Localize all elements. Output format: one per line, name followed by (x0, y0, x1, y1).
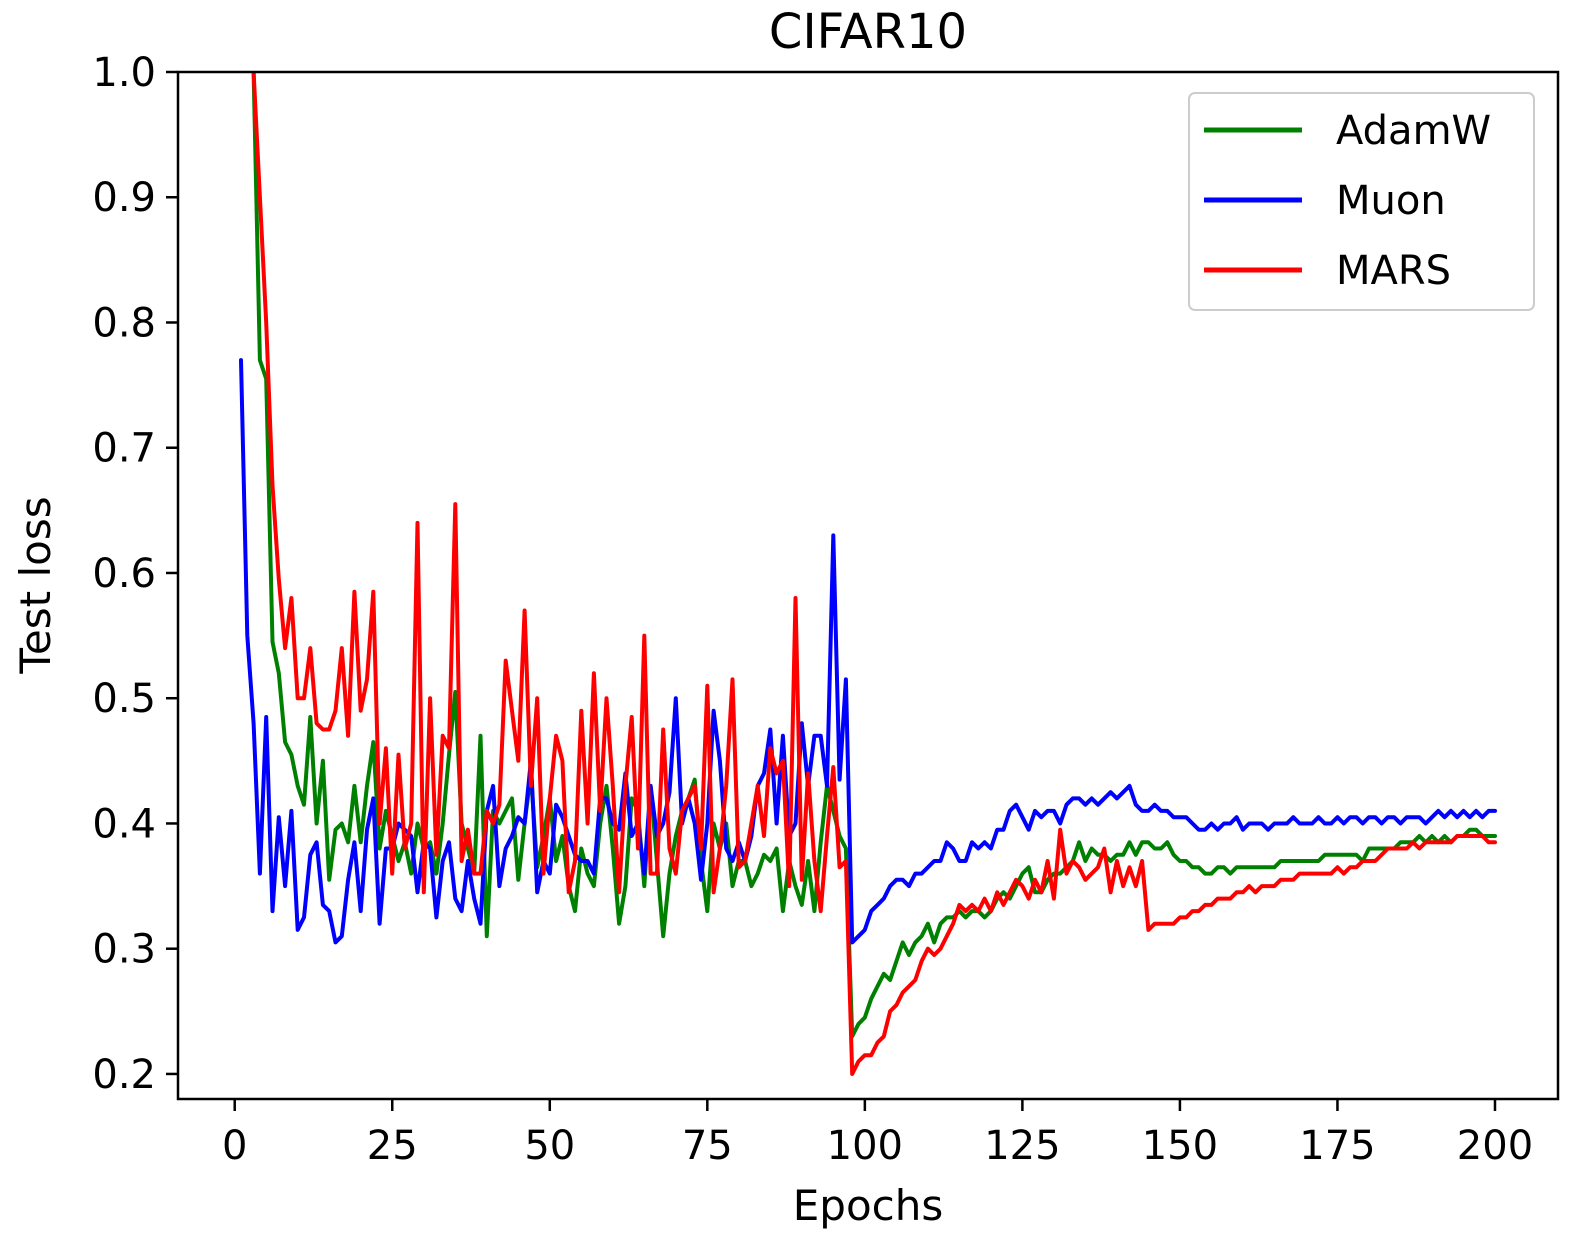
y-tick-label: 0.7 (92, 426, 156, 472)
y-axis-label: Test loss (11, 496, 60, 674)
y-tick-label: 0.3 (92, 927, 156, 973)
x-tick-label: 175 (1299, 1123, 1375, 1169)
y-tick-label: 0.8 (92, 300, 156, 346)
x-tick-label: 150 (1142, 1123, 1218, 1169)
y-tick-label: 0.4 (92, 801, 156, 847)
series-layer (239, 72, 1497, 1076)
chart-title: CIFAR10 (769, 4, 967, 60)
y-tick-label: 0.9 (92, 175, 156, 221)
series-line-muon (239, 358, 1497, 945)
x-tick-label: 25 (367, 1123, 418, 1169)
x-axis: 0 25 50 75 100 125 150 175 200 (222, 1099, 1533, 1169)
x-tick-label: 200 (1457, 1123, 1533, 1169)
series-line-mars (251, 72, 1497, 1076)
legend-label-mars: MARS (1336, 248, 1451, 294)
legend-box (1188, 92, 1535, 311)
y-tick-label: 0.5 (92, 676, 156, 722)
legend-label-adamw: AdamW (1336, 108, 1491, 154)
x-axis-label: Epochs (793, 1181, 944, 1230)
x-tick-label: 50 (524, 1123, 575, 1169)
y-tick-label: 0.6 (92, 551, 156, 597)
y-axis: 0.2 0.3 0.4 0.5 0.6 0.7 0.8 0.9 1.0 (92, 50, 178, 1098)
x-tick-label: 75 (682, 1123, 733, 1169)
x-tick-label: 125 (984, 1123, 1060, 1169)
x-tick-label: 0 (222, 1123, 247, 1169)
plot-frame (176, 70, 1560, 1101)
legend-label-muon: Muon (1336, 178, 1446, 224)
legend: AdamW Muon MARS (1188, 92, 1535, 311)
x-tick-label: 100 (827, 1123, 903, 1169)
y-tick-label: 0.2 (92, 1052, 156, 1098)
y-tick-label: 1.0 (92, 50, 156, 96)
